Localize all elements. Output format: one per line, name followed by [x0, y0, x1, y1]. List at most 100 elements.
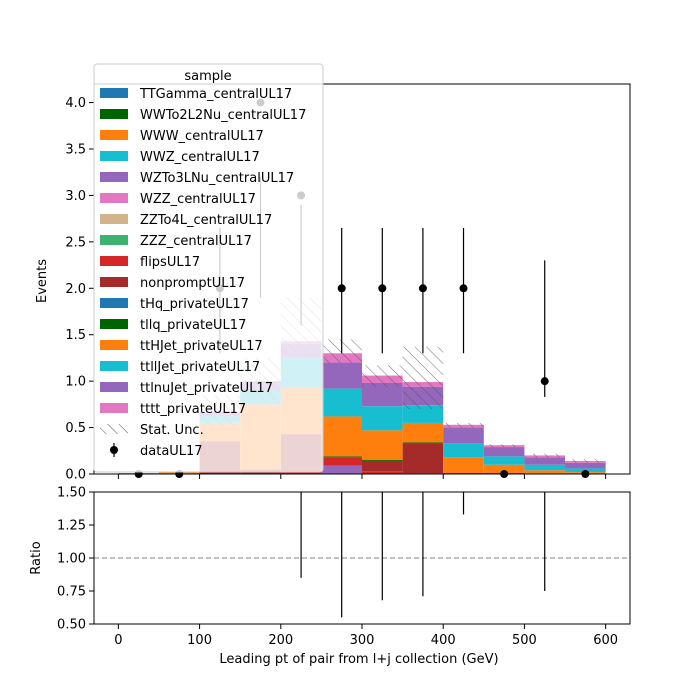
stat-unc-bin-6 [362, 365, 403, 387]
bar-flipsUL17-bin-6 [362, 471, 403, 474]
data-point-10 [540, 377, 549, 386]
stat-unc-bin-11 [565, 459, 606, 463]
bar-ttlnuJet_privateUL17-bin-6 [362, 383, 403, 407]
ratio-xtick-label: 0 [114, 633, 122, 648]
bar-WZTo3LNu_centralUL17-bin-5 [321, 465, 362, 474]
legend-label-flipsUL17: flipsUL17 [140, 255, 200, 270]
legend-label-ZZTo4L_centralUL17: ZZTo4L_centralUL17 [140, 213, 272, 228]
legend-swatch-ZZZ_centralUL17 [100, 235, 128, 245]
bar-nonpromptUL17-bin-6 [362, 461, 403, 472]
legend-title: sample [184, 69, 231, 84]
bar-nonpromptUL17-bin-7 [402, 443, 444, 474]
legend-label-WWZ_centralUL17: WWZ_centralUL17 [140, 150, 260, 165]
legend: sample TTGamma_centralUL17 WWTo2L2Nu_centr… [93, 63, 324, 473]
legend-swatch-tllq_privateUL17 [100, 319, 128, 329]
bar-ttHJet_privateUL17-bin-8 [443, 457, 484, 474]
legend-box [93, 63, 324, 473]
legend-label-ttlnuJet_privateUL17: ttlnuJet_privateUL17 [140, 381, 273, 396]
bar-tllq_privateUL17-bin-7 [402, 442, 444, 444]
ratio-ytick-label: 0.75 [57, 585, 86, 600]
ratio-xtick-label: 600 [593, 633, 618, 648]
legend-swatch-WWZ_centralUL17 [100, 151, 128, 161]
data-point-7 [418, 284, 427, 293]
data-point-5 [337, 284, 346, 293]
bar-flipsUL17-bin-4 [280, 471, 322, 474]
legend-label-ttllJet_privateUL17: ttllJet_privateUL17 [140, 360, 260, 375]
bar-ttllJet_privateUL17-bin-6 [362, 406, 403, 431]
legend-label-data: dataUL17 [140, 444, 203, 459]
main-ytick-label: 4.0 [65, 96, 86, 111]
legend-swatch-WZZ_centralUL17 [100, 193, 128, 203]
bar-ttllJet_privateUL17-bin-7 [402, 405, 444, 423]
ratio-xtick-label: 400 [431, 633, 456, 648]
legend-swatch-nonpromptUL17 [100, 277, 128, 287]
ratio-panel: 0.50 0.75 1.00 1.25 1.50 0 100 200 300 400 500 600… [29, 486, 631, 667]
legend-label-stat-unc: Stat. Unc. [140, 423, 204, 438]
ratio-error-bars [300, 492, 546, 618]
main-ytick-label: 2.5 [65, 235, 86, 250]
x-axis-label: Leading pt of pair from l+j collection (… [219, 652, 498, 667]
legend-swatch-ttllJet_privateUL17 [100, 361, 128, 371]
legend-label-TTGamma_centralUL17: TTGamma_centralUL17 [139, 87, 292, 102]
ratio-y-ticks: 0.50 0.75 1.00 1.25 1.50 [57, 486, 94, 633]
bar-ttllJet_privateUL17-bin-5 [321, 388, 362, 417]
data-point-6 [378, 284, 387, 293]
main-ytick-label: 3.0 [65, 189, 86, 204]
legend-swatch-ttlnuJet_privateUL17 [100, 382, 128, 392]
ratio-ytick-label: 0.50 [57, 618, 86, 633]
bar-ttlnuJet_privateUL17-bin-10 [524, 457, 566, 465]
legend-swatch-tHq_privateUL17 [100, 298, 128, 308]
ratio-x-ticks: 0 100 200 300 400 500 600 [114, 624, 618, 648]
bar-ttHJet_privateUL17-bin-10 [524, 470, 566, 474]
legend-label-WWTo2L2Nu_centralUL17: WWTo2L2Nu_centralUL17 [140, 108, 306, 123]
bar-ttllJet_privateUL17-bin-8 [443, 443, 484, 458]
legend-label-WZZ_centralUL17: WZZ_centralUL17 [140, 192, 256, 207]
ratio-xtick-label: 100 [187, 633, 212, 648]
legend-swatch-WWTo2L2Nu_centralUL17 [100, 109, 128, 119]
legend-swatch-WWW_centralUL17 [100, 130, 128, 140]
ratio-y-axis-label: Ratio [29, 541, 44, 574]
ratio-xtick-label: 500 [512, 633, 537, 648]
main-y-axis-label: Events [35, 259, 50, 303]
bar-ttlnuJet_privateUL17-bin-8 [443, 427, 484, 444]
legend-label-tHq_privateUL17: tHq_privateUL17 [140, 297, 249, 312]
main-ytick-label: 0.0 [65, 468, 86, 483]
bar-ttllJet_privateUL17-bin-9 [483, 456, 525, 465]
main-ytick-label: 0.5 [65, 421, 86, 436]
bar-tllq_privateUL17-bin-5 [321, 456, 362, 458]
stat-unc-bin-9 [483, 444, 525, 448]
legend-swatch-ttHJet_privateUL17 [100, 340, 128, 350]
stat-unc-bin-10 [524, 453, 566, 458]
legend-label-ttHJet_privateUL17: ttHJet_privateUL17 [140, 339, 263, 354]
bar-ttlnuJet_privateUL17-bin-5 [321, 362, 362, 389]
legend-swatch-flipsUL17 [100, 256, 128, 266]
bar-flipsUL17-bin-5 [321, 457, 362, 466]
ratio-ytick-label: 1.25 [57, 519, 86, 534]
legend-label-ZZZ_centralUL17: ZZZ_centralUL17 [140, 234, 252, 249]
main-ytick-label: 1.0 [65, 375, 86, 390]
legend-swatch-tttt_privateUL17 [100, 403, 128, 413]
bar-ttHJet_privateUL17-bin-7 [402, 422, 444, 443]
legend-data-marker [110, 446, 118, 454]
legend-label-nonpromptUL17: nonpromptUL17 [140, 276, 245, 291]
legend-swatch-WZTo3LNu_centralUL17 [100, 172, 128, 182]
main-ytick-label: 1.5 [65, 328, 86, 343]
bar-ttlnuJet_privateUL17-bin-9 [483, 447, 525, 457]
main-x-ticks [117, 474, 607, 479]
bar-ttHJet_privateUL17-bin-9 [483, 464, 525, 474]
legend-swatch-stat-unc [100, 424, 128, 434]
stat-unc-bin-8 [443, 422, 484, 428]
main-ytick-label: 2.0 [65, 282, 86, 297]
legend-label-tllq_privateUL17: tllq_privateUL17 [140, 318, 246, 333]
data-point-8 [459, 284, 468, 293]
bar-ttHJet_privateUL17-bin-5 [321, 416, 362, 457]
legend-label-WWW_centralUL17: WWW_centralUL17 [140, 129, 264, 144]
legend-swatch-ZZTo4L_centralUL17 [100, 214, 128, 224]
ratio-xtick-label: 200 [268, 633, 293, 648]
ratio-ytick-label: 1.00 [57, 552, 86, 567]
main-ytick-label: 3.5 [65, 143, 86, 158]
stat-unc-bin-7 [402, 346, 444, 409]
legend-label-tttt_privateUL17: tttt_privateUL17 [140, 402, 246, 417]
legend-swatch-TTGamma_centralUL17 [100, 88, 128, 98]
